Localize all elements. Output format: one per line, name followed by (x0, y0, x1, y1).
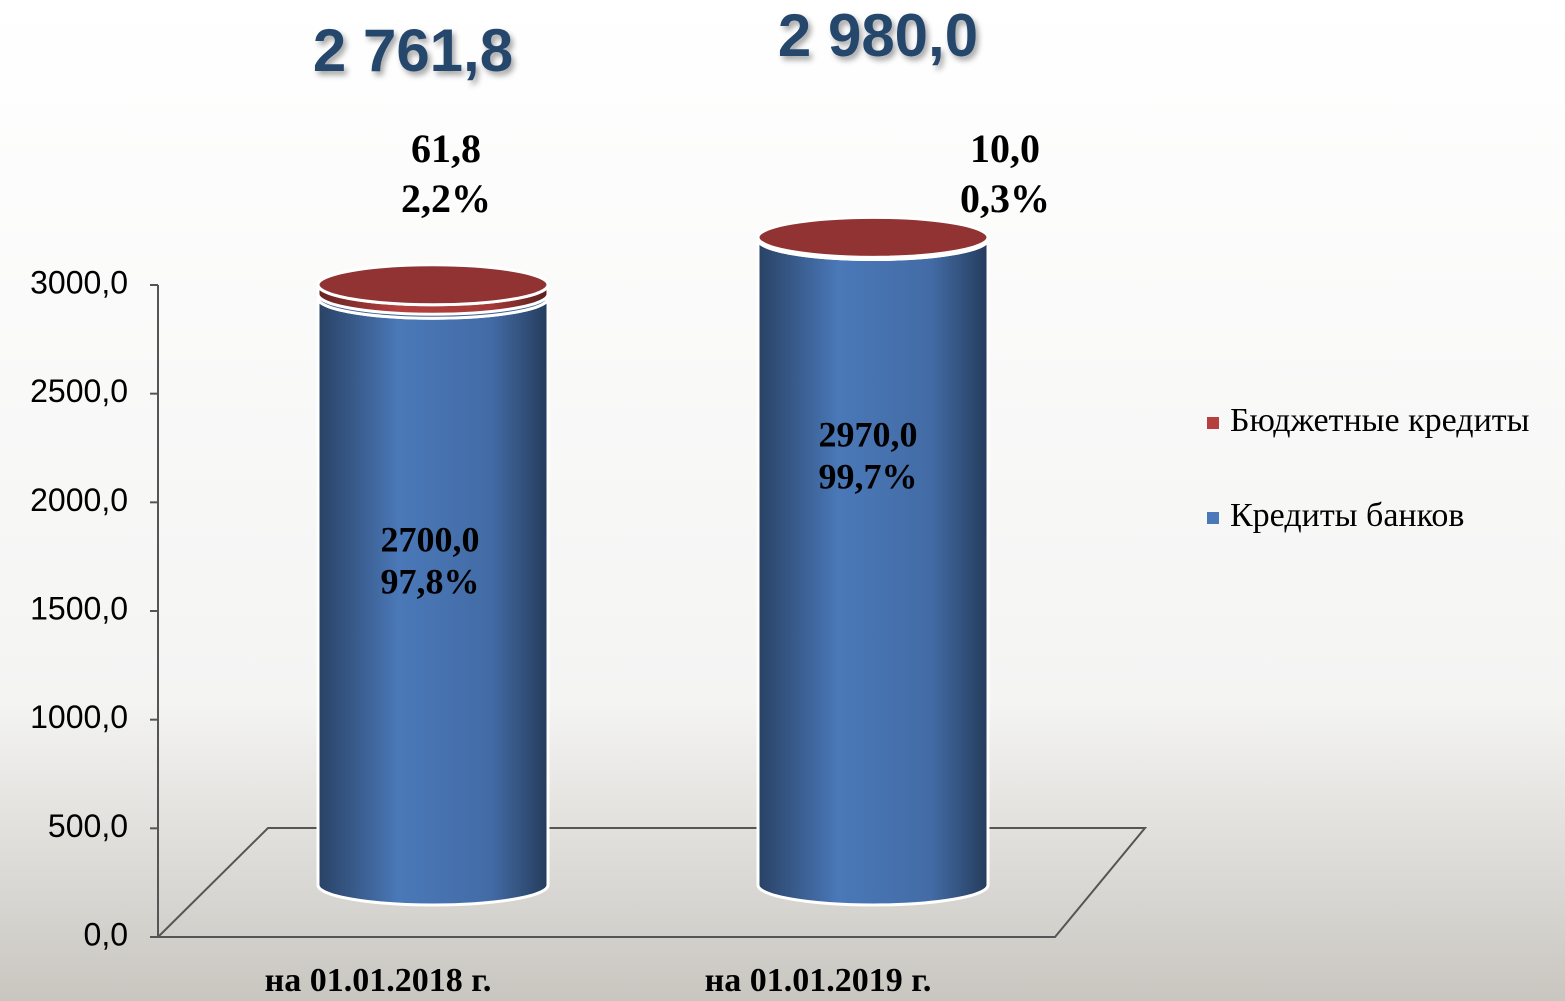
value-label: 2970,0 (819, 414, 918, 454)
value-label: 10,0 (970, 126, 1040, 171)
share-label: 0,3% (960, 176, 1050, 221)
y-tick-label: 1500,0 (30, 590, 128, 626)
total-label: 2 980,0 (778, 2, 978, 69)
legend-swatch (1207, 512, 1219, 524)
y-tick-label: 0,0 (84, 916, 128, 952)
cylinder-segment (316, 297, 550, 907)
cylinder-top (756, 215, 990, 259)
x-tick-label: на 01.01.2019 г. (705, 962, 932, 999)
x-tick-label: на 01.01.2018 г. (265, 962, 492, 999)
share-label: 2,2% (401, 176, 491, 221)
y-tick-label: 500,0 (48, 808, 128, 844)
cylinder-segment (756, 239, 990, 907)
y-tick-label: 1000,0 (30, 699, 128, 735)
cylinder-top (316, 263, 550, 307)
value-label: 2700,0 (381, 519, 480, 559)
legend-label: Бюджетные кредиты (1230, 402, 1530, 439)
share-label: 97,8% (381, 561, 480, 601)
floor (155, 827, 1148, 938)
value-label: 61,8 (411, 126, 481, 171)
y-tick-label: 3000,0 (30, 264, 128, 300)
y-tick-label: 2500,0 (30, 373, 128, 409)
legend-swatch (1207, 417, 1219, 429)
total-label: 2 761,8 (313, 17, 513, 84)
y-tick-label: 2000,0 (30, 482, 128, 518)
legend-label: Кредиты банков (1230, 497, 1464, 534)
share-label: 99,7% (819, 456, 918, 496)
